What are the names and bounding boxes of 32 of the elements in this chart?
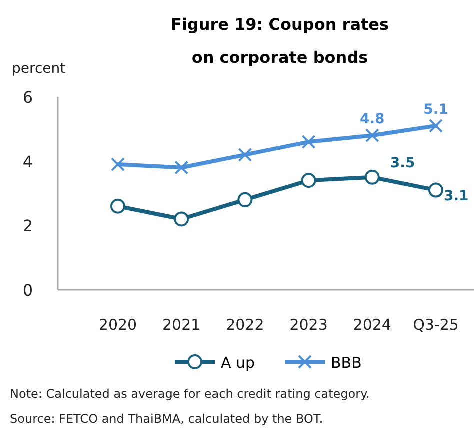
y-tick-label: 0 (22, 281, 34, 300)
y-tick-label: 2 (22, 216, 34, 236)
point (238, 192, 253, 208)
point (365, 128, 380, 143)
point (364, 170, 380, 185)
legend-label: BBB (331, 354, 362, 372)
x-tick-label: 2022 (226, 316, 264, 334)
y-axis-title: percent (12, 61, 66, 77)
point (302, 135, 316, 150)
point (174, 160, 189, 175)
x-tick-label: 2024 (353, 316, 392, 334)
text: Note: Calculated as average for each credit rating category. (10, 387, 370, 401)
data-label: 3.1 (444, 188, 469, 204)
point (111, 158, 125, 172)
point (238, 148, 252, 162)
source-note: Source: FETCO and ThaiBMA, calculated by the BOT. (10, 412, 324, 426)
point (428, 182, 444, 198)
x-tick-label: Q3-25 (413, 316, 459, 334)
x-tick-label: 2021 (162, 316, 201, 334)
y-tick-label: 4 (22, 152, 34, 172)
x-tick-label: 2020 (98, 316, 138, 334)
point (429, 118, 443, 133)
chart-title: Figure 19: Coupon rates on corporate bonds (170, 15, 390, 67)
point (174, 212, 190, 227)
point (110, 198, 126, 214)
point (301, 173, 316, 188)
x-tick-label: 2023 (290, 316, 328, 334)
data-label: 3.5 (390, 155, 416, 172)
data-label: 4.8 (360, 112, 385, 128)
legend-label: A up (221, 354, 256, 372)
y-tick-label: 6 (22, 88, 34, 107)
data-label: 5.1 (424, 102, 448, 118)
